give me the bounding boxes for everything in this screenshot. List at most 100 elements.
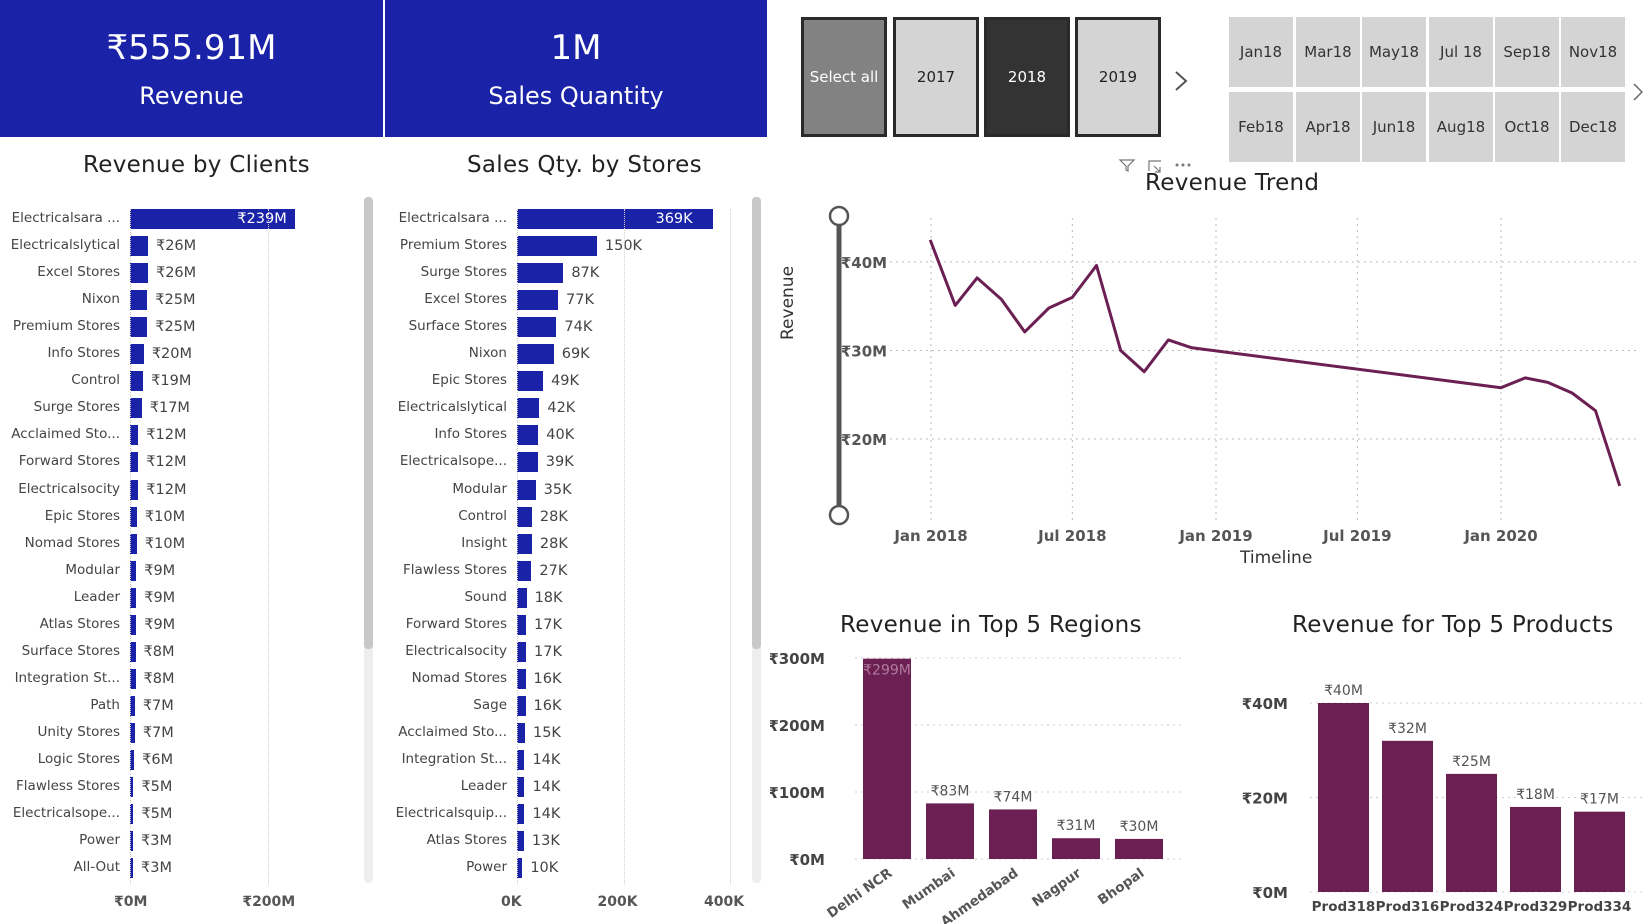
filter-icon[interactable] <box>1118 157 1136 173</box>
bar[interactable] <box>130 290 148 311</box>
bar[interactable] <box>130 479 139 500</box>
bar[interactable] <box>1446 773 1497 892</box>
bar[interactable] <box>130 425 139 446</box>
month-slicer-apr-18[interactable]: Apr 18 <box>1296 92 1360 162</box>
bar[interactable] <box>517 263 564 284</box>
bar[interactable] <box>130 587 137 608</box>
stores-scrollbar-thumb[interactable] <box>752 197 761 649</box>
bar[interactable] <box>517 209 714 229</box>
bar[interactable] <box>1382 740 1433 892</box>
bar[interactable] <box>517 317 557 338</box>
more-options-icon[interactable] <box>1174 157 1192 173</box>
month-slicer-feb-18[interactable]: Feb 18 <box>1229 92 1293 162</box>
month-slicer-jan-18[interactable]: Jan 18 <box>1229 17 1293 87</box>
bar[interactable] <box>517 479 536 500</box>
data-label: 16K <box>533 670 562 687</box>
y-tick-label: ₹0M <box>789 851 825 869</box>
year-slicer-2017[interactable]: 2017 <box>893 17 979 137</box>
month-slicer-mar-18[interactable]: Mar 18 <box>1296 17 1360 87</box>
bar[interactable] <box>517 641 527 662</box>
bar[interactable] <box>989 809 1037 859</box>
bar[interactable] <box>517 506 532 527</box>
bar[interactable] <box>130 209 296 229</box>
bar[interactable] <box>130 452 139 473</box>
data-label: 69K <box>561 346 590 363</box>
month-slicer-oct-18[interactable]: Oct 18 <box>1495 92 1559 162</box>
year-slicer-2019[interactable]: 2019 <box>1075 17 1161 137</box>
bar[interactable] <box>130 858 133 879</box>
month-slicer-chevron-icon[interactable] <box>1633 80 1643 104</box>
revenue-trend-chart: ₹20M ₹30M ₹40M Jan 2018 Jul 2018 Jan 2019 Jul … <box>828 205 1640 545</box>
bar[interactable] <box>517 695 526 716</box>
data-label: 14K <box>532 779 561 796</box>
bar[interactable] <box>130 641 136 662</box>
month-slicer-may-18[interactable]: May 18 <box>1362 17 1426 87</box>
bar[interactable] <box>130 533 137 554</box>
bar[interactable] <box>863 658 911 859</box>
bar[interactable] <box>517 668 526 689</box>
bar[interactable] <box>517 750 525 770</box>
sales-qty-by-stores-title: Sales Qty. by Stores <box>467 152 702 178</box>
bar[interactable] <box>1318 703 1369 892</box>
bar[interactable] <box>130 668 136 689</box>
bar[interactable] <box>1115 838 1163 859</box>
range-slider-top-handle[interactable] <box>828 205 850 227</box>
data-label: ₹18M <box>1516 787 1555 803</box>
bar[interactable] <box>517 425 539 446</box>
bar[interactable] <box>130 263 148 284</box>
data-label: 49K <box>551 373 580 390</box>
data-label: ₹26M <box>155 238 197 255</box>
bar[interactable] <box>517 804 525 825</box>
bar[interactable] <box>130 560 137 581</box>
bar[interactable] <box>517 831 524 852</box>
data-label: 15K <box>532 724 561 741</box>
revenue-trend-line[interactable] <box>928 239 1622 487</box>
data-label: ₹10M <box>144 508 186 525</box>
bar[interactable] <box>130 750 135 770</box>
bar[interactable] <box>130 614 137 635</box>
bar[interactable] <box>517 398 540 419</box>
bar[interactable] <box>130 317 148 338</box>
bar[interactable] <box>517 371 544 392</box>
category-label: Surge Stores <box>420 264 507 281</box>
bar[interactable] <box>517 236 597 257</box>
bar[interactable] <box>130 506 137 527</box>
bar[interactable] <box>517 560 532 581</box>
focus-mode-icon[interactable] <box>1146 157 1164 173</box>
month-slicer-jul-18[interactable]: Jul 18 <box>1429 17 1493 87</box>
bar[interactable] <box>130 344 144 365</box>
bar[interactable] <box>517 722 525 743</box>
regions-chart-title: Revenue in Top 5 Regions <box>840 612 1142 638</box>
bar[interactable] <box>517 587 527 608</box>
month-slicer-nov-18[interactable]: Nov 18 <box>1561 17 1625 87</box>
year-slicer-select-all[interactable]: Select all <box>801 17 887 137</box>
bar[interactable] <box>130 695 135 716</box>
bar[interactable] <box>130 831 133 852</box>
clients-scrollbar-thumb[interactable] <box>364 197 373 649</box>
month-slicer-sep-18[interactable]: Sep 18 <box>1495 17 1559 87</box>
bar[interactable] <box>517 452 538 473</box>
bar[interactable] <box>517 858 523 879</box>
month-slicer-jun-18[interactable]: Jun 18 <box>1362 92 1426 162</box>
range-slider-bottom-handle[interactable] <box>828 504 850 526</box>
bar[interactable] <box>130 236 148 257</box>
bar[interactable] <box>130 722 135 743</box>
slicer-next-chevron-icon[interactable] <box>1170 66 1190 96</box>
bar[interactable] <box>926 803 974 859</box>
month-slicer-dec-18[interactable]: Dec 18 <box>1561 92 1625 162</box>
bar[interactable] <box>517 290 558 311</box>
bar[interactable] <box>1052 838 1100 859</box>
bar[interactable] <box>130 777 134 798</box>
bar[interactable] <box>517 344 554 365</box>
year-slicer-2018[interactable]: 2018 <box>984 17 1070 137</box>
bar[interactable] <box>130 371 144 392</box>
bar[interactable] <box>1510 806 1561 892</box>
bar[interactable] <box>130 804 134 825</box>
bar[interactable] <box>1574 811 1625 892</box>
bar[interactable] <box>517 533 532 554</box>
revenue-by-clients-title: Revenue by Clients <box>83 152 310 178</box>
bar[interactable] <box>517 614 527 635</box>
month-slicer-aug-18[interactable]: Aug 18 <box>1429 92 1493 162</box>
bar[interactable] <box>517 777 525 798</box>
bar[interactable] <box>130 398 142 419</box>
